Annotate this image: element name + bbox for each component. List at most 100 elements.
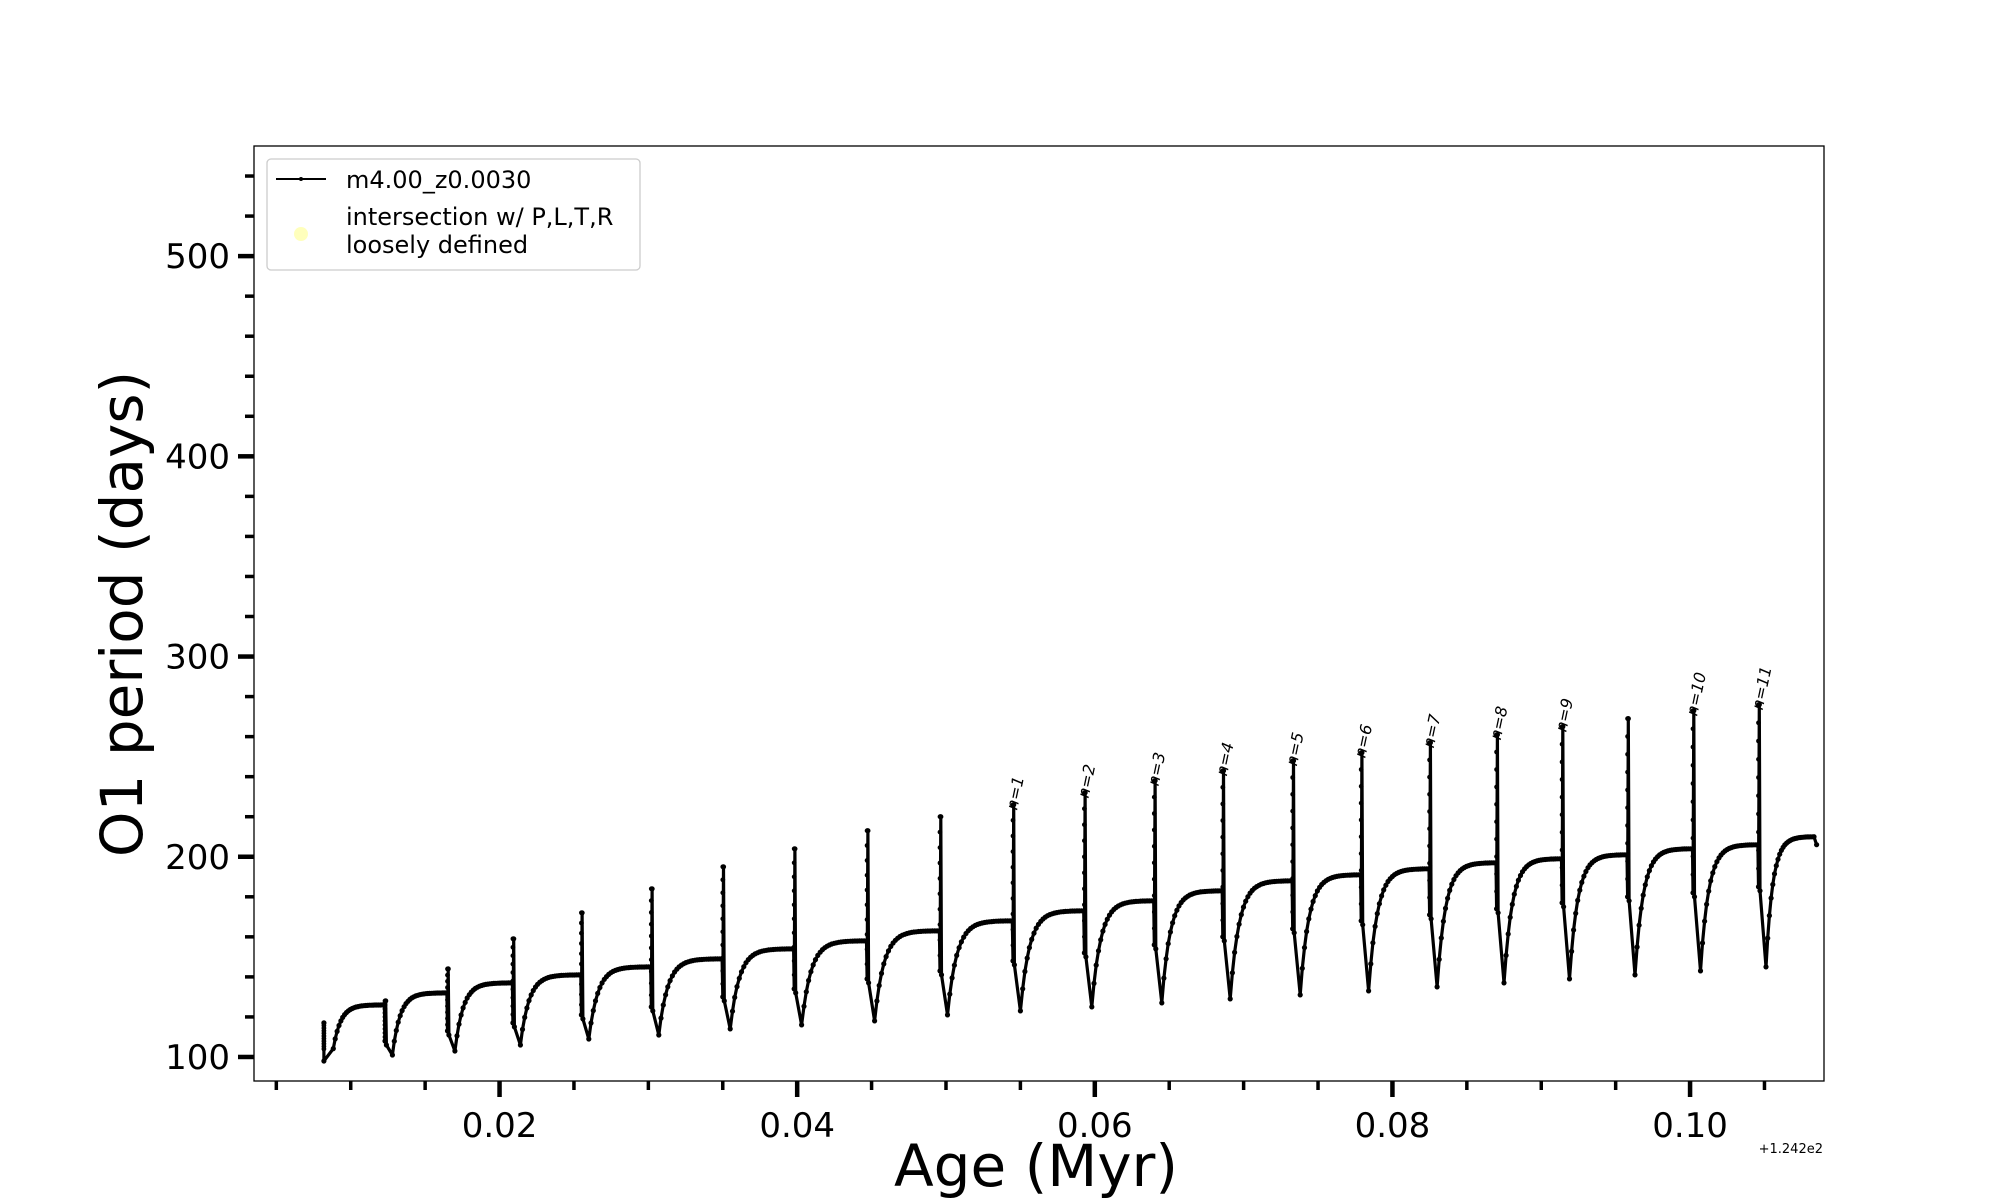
series-point [1634, 944, 1640, 950]
spike-point [382, 998, 388, 1004]
spike-point [1290, 926, 1296, 932]
spike-point [1220, 868, 1226, 873]
spike-point [1220, 851, 1226, 857]
annotation-label: n=8 [1486, 705, 1512, 742]
spike-point [1220, 818, 1226, 823]
series-point [1232, 949, 1238, 956]
series-point [1714, 859, 1720, 865]
annotation-label: n=11 [1748, 665, 1776, 712]
spike-point [382, 1014, 388, 1020]
series-point [812, 957, 819, 963]
spike-point [791, 846, 797, 852]
series-point [1159, 1000, 1165, 1006]
spike-point [579, 992, 584, 997]
spike-point [1220, 901, 1226, 906]
series-point [727, 1026, 733, 1032]
series-point [1229, 970, 1235, 976]
spike-point [382, 1038, 388, 1044]
spike-point [445, 1016, 450, 1021]
spike-point [1494, 819, 1499, 825]
spike-point [445, 991, 450, 997]
annotation-label: n=10 [1682, 671, 1710, 718]
series-point [1009, 918, 1015, 924]
spike-point [1010, 833, 1016, 839]
series-point [872, 1018, 878, 1024]
series-point [332, 1036, 338, 1042]
spike-point [1494, 767, 1499, 772]
spike-point [791, 986, 797, 992]
series-point [1573, 910, 1579, 916]
spike-point [1625, 716, 1630, 721]
series-point [1757, 888, 1763, 894]
spike-point [648, 969, 654, 974]
series-point [1089, 1004, 1095, 1010]
series-point [336, 1022, 342, 1029]
series-point [1310, 898, 1316, 905]
series-point [1768, 895, 1774, 901]
series-point [1513, 883, 1519, 890]
spike-point [1494, 836, 1499, 842]
spike-point [445, 966, 450, 972]
series-point [1708, 878, 1714, 884]
spike-point [1358, 800, 1364, 806]
spike-point [1358, 918, 1364, 924]
spike-point [1220, 768, 1226, 774]
spike-point [1151, 909, 1157, 915]
spike-point [648, 933, 654, 939]
spike-point [445, 997, 450, 1003]
spike-point [1756, 829, 1761, 835]
series-point [1029, 936, 1035, 943]
spike-point [648, 945, 654, 951]
series-point [399, 1008, 405, 1014]
series-point [1304, 928, 1310, 935]
series-point [1771, 871, 1778, 877]
series-point [1151, 898, 1157, 904]
spike-point [1010, 942, 1016, 948]
spike-point [937, 829, 943, 835]
series-point [1440, 918, 1446, 924]
series-point [1299, 965, 1305, 971]
spike-point [1082, 902, 1087, 908]
spike-point [1290, 775, 1296, 780]
spike-point [1690, 781, 1696, 786]
spike-point [1690, 872, 1696, 877]
series-point [1773, 863, 1779, 869]
series-point [876, 982, 882, 989]
series-line [322, 703, 1819, 1063]
spike-point [510, 1012, 516, 1017]
spike-point [1690, 744, 1696, 750]
series-point [1445, 895, 1451, 901]
spike-point [445, 978, 450, 984]
spike-point [1010, 864, 1016, 870]
series-point [389, 1052, 395, 1058]
spike-point [445, 985, 450, 990]
spike-point [1494, 906, 1499, 912]
spike-point [720, 903, 726, 909]
series-point [1636, 922, 1642, 928]
series-point [1765, 935, 1771, 941]
x-tick-label: 0.08 [1355, 1106, 1431, 1146]
series-point [738, 969, 745, 975]
spike-point [1082, 886, 1087, 892]
spike-point [1625, 876, 1630, 882]
series-point [1436, 956, 1442, 963]
spike-point [510, 970, 516, 975]
series-point [1493, 860, 1499, 866]
spike-point [864, 932, 870, 937]
series-point [806, 977, 812, 984]
spike-point [1494, 784, 1499, 790]
spike-point [579, 910, 584, 916]
spike-point [1559, 900, 1565, 906]
spike-point [1151, 926, 1157, 931]
spike-point [579, 951, 584, 957]
spike-point [382, 1006, 388, 1012]
spike-point [1625, 840, 1630, 846]
spike-point [1358, 901, 1364, 907]
series-point [1495, 910, 1501, 916]
spike-point [1358, 817, 1364, 823]
series-point [667, 978, 673, 984]
series-point [1161, 975, 1167, 981]
spike-point [1151, 876, 1157, 882]
series-point [1626, 898, 1632, 904]
spike-point [382, 1022, 388, 1028]
